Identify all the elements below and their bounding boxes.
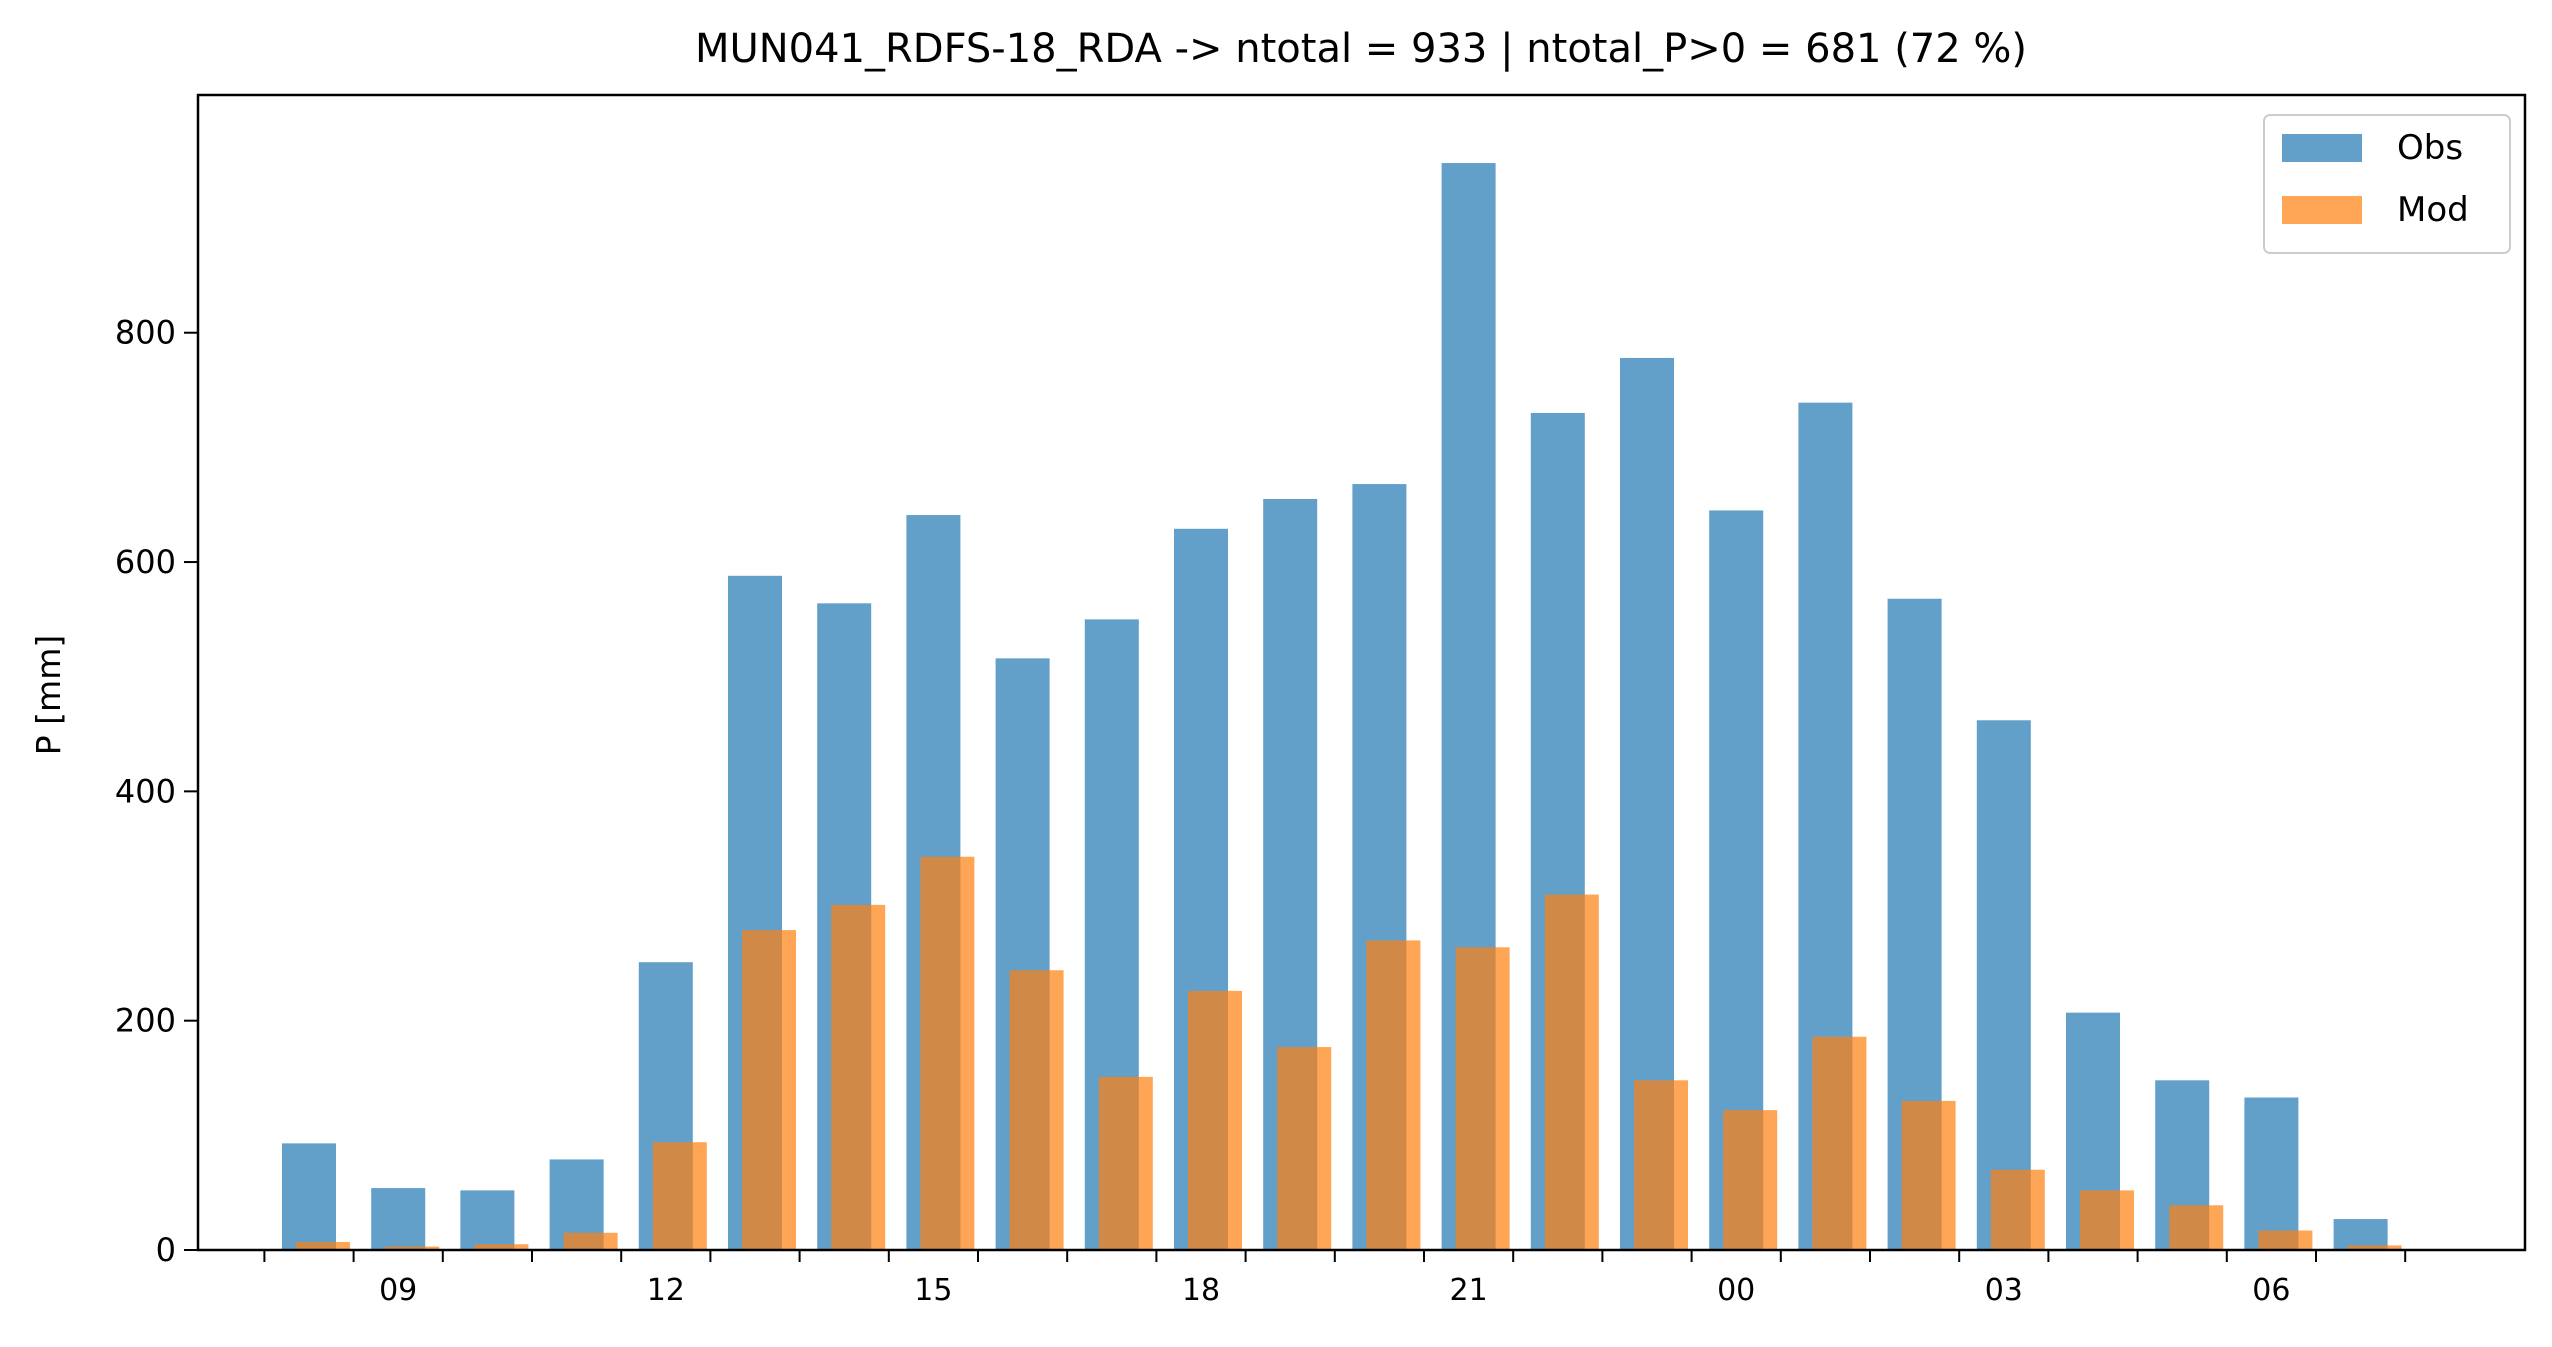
bar-mod-08 xyxy=(296,1241,350,1250)
bar-mod-13 xyxy=(742,930,796,1250)
legend-label-mod: Mod xyxy=(2397,190,2469,230)
bar-mod-02 xyxy=(1901,1100,1956,1250)
bar-mod-07 xyxy=(2347,1245,2402,1250)
bar-obs-07 xyxy=(2333,1219,2388,1250)
plot-frame xyxy=(196,93,2527,1252)
y-tick-label-200: 200 xyxy=(115,1002,176,1040)
x-tick-label-12: 12 xyxy=(647,1273,685,1308)
y-axis-label: P [mm] xyxy=(29,635,68,755)
bar-mod-00 xyxy=(1723,1110,1778,1250)
legend: Obs Mod xyxy=(2263,114,2511,254)
bar-mod-20 xyxy=(1366,940,1421,1250)
bar-mod-16 xyxy=(1009,970,1064,1250)
bar-mod-22 xyxy=(1544,894,1599,1250)
bar-obs-06 xyxy=(2244,1097,2299,1250)
y-tick-label-400: 400 xyxy=(115,772,176,810)
bar-mod-11 xyxy=(563,1232,618,1250)
bar-mod-04 xyxy=(2080,1190,2134,1250)
bar-mod-17 xyxy=(1098,1076,1153,1250)
y-tick-label-0: 0 xyxy=(156,1231,176,1269)
y-tick-label-600: 600 xyxy=(115,543,176,581)
bar-mod-18 xyxy=(1188,990,1242,1250)
bar-mod-14 xyxy=(831,904,886,1250)
bar-mod-05 xyxy=(2169,1205,2224,1250)
legend-label-obs: Obs xyxy=(2397,128,2463,168)
chart-title: MUN041_RDFS-18_RDA -> ntotal = 933 | nto… xyxy=(695,26,2027,72)
x-tick-label-03: 03 xyxy=(1985,1273,2023,1308)
bar-mod-15 xyxy=(920,856,975,1250)
bar-mod-01 xyxy=(1812,1036,1867,1250)
bars-layer xyxy=(282,163,2402,1251)
bar-obs-08 xyxy=(282,1143,336,1250)
legend-swatch-obs xyxy=(2282,134,2362,162)
bar-mod-10 xyxy=(474,1244,529,1250)
y-tick-label-800: 800 xyxy=(115,314,176,352)
bar-obs-10 xyxy=(460,1190,515,1250)
x-tick-label-00: 00 xyxy=(1717,1273,1755,1308)
bar-mod-21 xyxy=(1455,947,1510,1250)
bar-mod-06 xyxy=(2258,1230,2313,1250)
legend-swatch-mod xyxy=(2282,196,2362,224)
bar-mod-03 xyxy=(1990,1169,2045,1250)
x-tick-label-21: 21 xyxy=(1450,1273,1488,1308)
x-tick-label-15: 15 xyxy=(914,1273,952,1308)
bar-obs-03 xyxy=(1976,720,2031,1250)
x-tick-label-06: 06 xyxy=(2252,1273,2290,1308)
bar-mod-09 xyxy=(385,1246,440,1250)
bar-obs-09 xyxy=(371,1188,426,1250)
bar-mod-19 xyxy=(1277,1047,1332,1250)
ticks-layer: 09 12 15 18 21 00 03 06 0 200 400 600 800 xyxy=(115,314,2407,1308)
x-tick-label-18: 18 xyxy=(1182,1273,1220,1308)
bar-mod-12 xyxy=(652,1142,707,1250)
x-tick-label-09: 09 xyxy=(379,1273,417,1308)
bar-mod-23 xyxy=(1634,1080,1688,1250)
